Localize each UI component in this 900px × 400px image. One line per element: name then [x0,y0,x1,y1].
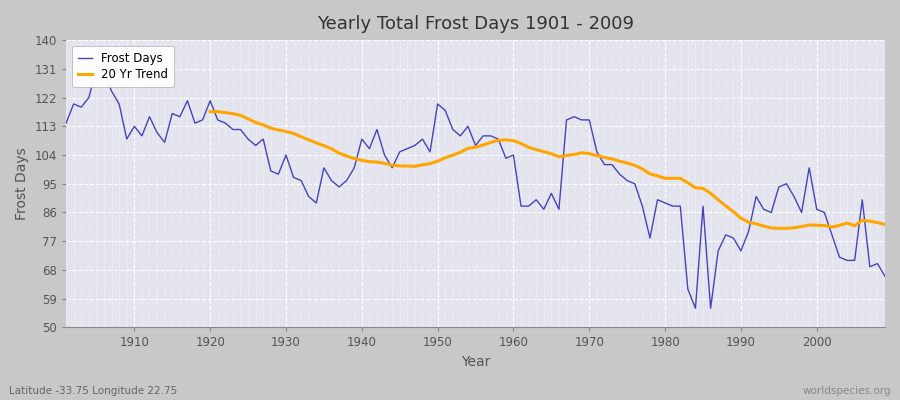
Frost Days [690,306,701,311]
Legend: Frost Days, 20 Yr Trend: Frost Days, 20 Yr Trend [72,46,175,87]
Frost Days [91,66,102,71]
Frost Days [508,153,519,158]
Frost Days [129,124,140,129]
Text: worldspecies.org: worldspecies.org [803,386,891,396]
Frost Days [607,162,617,167]
20 Yr Trend [773,226,784,231]
20 Yr Trend [212,109,223,114]
Y-axis label: Frost Days: Frost Days [15,147,29,220]
Frost Days [516,204,526,208]
20 Yr Trend [682,180,693,185]
Frost Days [296,178,307,183]
20 Yr Trend [796,224,807,229]
Line: Frost Days: Frost Days [66,69,885,308]
Frost Days [879,274,890,279]
X-axis label: Year: Year [461,355,491,369]
Line: 20 Yr Trend: 20 Yr Trend [211,112,885,228]
Frost Days [60,121,71,126]
Frost Days [341,178,352,183]
Text: Latitude -33.75 Longitude 22.75: Latitude -33.75 Longitude 22.75 [9,386,177,396]
20 Yr Trend [303,138,314,142]
20 Yr Trend [205,109,216,114]
20 Yr Trend [864,219,875,224]
20 Yr Trend [781,226,792,231]
Title: Yearly Total Frost Days 1901 - 2009: Yearly Total Frost Days 1901 - 2009 [317,15,634,33]
20 Yr Trend [417,162,428,167]
20 Yr Trend [879,222,890,227]
